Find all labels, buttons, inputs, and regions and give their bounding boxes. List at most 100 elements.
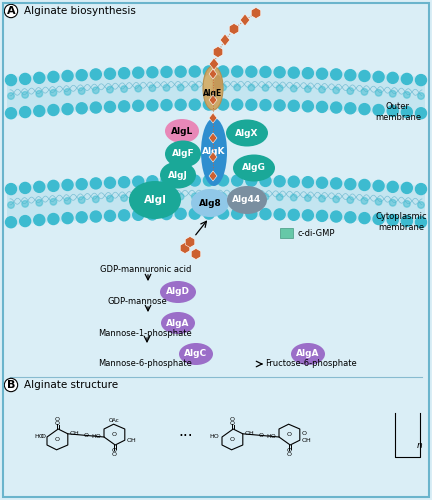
Circle shape <box>345 70 356 80</box>
Circle shape <box>62 70 73 82</box>
Circle shape <box>19 74 31 85</box>
Ellipse shape <box>203 66 223 110</box>
Circle shape <box>175 66 186 77</box>
Circle shape <box>345 103 356 114</box>
Circle shape <box>389 90 396 97</box>
Circle shape <box>373 214 384 224</box>
Text: O: O <box>287 452 292 457</box>
Circle shape <box>105 68 115 79</box>
Polygon shape <box>185 236 195 248</box>
Circle shape <box>119 210 130 221</box>
Text: AlgL: AlgL <box>171 126 193 136</box>
Circle shape <box>373 104 384 116</box>
Circle shape <box>288 210 299 220</box>
Circle shape <box>147 176 158 187</box>
Text: AlgF: AlgF <box>172 150 194 158</box>
Circle shape <box>48 72 59 83</box>
Circle shape <box>389 200 396 206</box>
Text: Alg8: Alg8 <box>199 198 221 207</box>
Circle shape <box>288 67 299 78</box>
Circle shape <box>416 216 426 228</box>
Circle shape <box>302 176 313 188</box>
Text: O: O <box>112 432 117 437</box>
Circle shape <box>401 182 413 194</box>
Circle shape <box>260 66 271 78</box>
Polygon shape <box>220 34 230 46</box>
Circle shape <box>50 198 57 205</box>
Circle shape <box>8 202 14 208</box>
Circle shape <box>319 196 325 202</box>
Circle shape <box>232 66 243 77</box>
Circle shape <box>6 108 16 118</box>
Circle shape <box>375 90 382 96</box>
Polygon shape <box>209 113 217 123</box>
Text: HO: HO <box>210 434 219 440</box>
Text: HO: HO <box>267 434 276 440</box>
Circle shape <box>203 208 214 219</box>
Circle shape <box>401 216 413 226</box>
Circle shape <box>276 194 283 200</box>
Circle shape <box>135 194 142 201</box>
Polygon shape <box>209 58 219 70</box>
Circle shape <box>260 100 271 110</box>
Text: Mannose-6-phosphate: Mannose-6-phosphate <box>98 360 192 368</box>
Text: AlgG: AlgG <box>242 164 266 172</box>
Text: OH: OH <box>245 432 254 436</box>
Text: HO: HO <box>35 434 44 440</box>
Text: O: O <box>83 433 89 438</box>
Circle shape <box>387 106 398 117</box>
Text: AlgD: AlgD <box>166 288 190 296</box>
Circle shape <box>161 100 172 110</box>
Circle shape <box>107 86 113 93</box>
Circle shape <box>105 102 115 112</box>
Circle shape <box>133 210 144 220</box>
Circle shape <box>345 212 356 223</box>
Circle shape <box>416 108 426 118</box>
Circle shape <box>178 194 184 200</box>
Text: n: n <box>417 440 423 450</box>
Circle shape <box>105 210 115 222</box>
Ellipse shape <box>165 140 201 168</box>
Circle shape <box>147 209 158 220</box>
Circle shape <box>220 84 226 90</box>
Circle shape <box>220 193 226 200</box>
Circle shape <box>161 66 172 78</box>
Circle shape <box>218 208 229 219</box>
Circle shape <box>246 66 257 77</box>
Text: HO: HO <box>92 434 102 440</box>
Circle shape <box>22 200 29 207</box>
Circle shape <box>19 216 31 226</box>
Ellipse shape <box>204 75 212 93</box>
Circle shape <box>206 193 212 200</box>
Circle shape <box>189 99 200 110</box>
Circle shape <box>262 194 269 200</box>
Circle shape <box>90 102 102 113</box>
Ellipse shape <box>160 281 196 303</box>
Circle shape <box>246 208 257 220</box>
Circle shape <box>232 99 243 110</box>
Circle shape <box>373 180 384 192</box>
Ellipse shape <box>129 181 181 219</box>
Circle shape <box>359 180 370 190</box>
Text: O: O <box>230 437 235 442</box>
Circle shape <box>48 214 59 224</box>
Text: O: O <box>41 434 45 440</box>
Circle shape <box>361 88 368 95</box>
Circle shape <box>333 196 340 202</box>
Circle shape <box>19 106 31 118</box>
Circle shape <box>119 176 130 188</box>
Text: AlgK: AlgK <box>202 148 226 156</box>
Circle shape <box>50 90 57 96</box>
Circle shape <box>149 194 156 200</box>
Text: GDP-mannuronic acid: GDP-mannuronic acid <box>100 266 191 274</box>
Text: AlgI: AlgI <box>143 195 166 205</box>
Circle shape <box>203 99 214 110</box>
Circle shape <box>234 84 241 90</box>
Circle shape <box>161 176 172 186</box>
Circle shape <box>317 102 327 112</box>
Circle shape <box>302 210 313 221</box>
Circle shape <box>48 104 59 116</box>
Circle shape <box>133 176 144 187</box>
Polygon shape <box>209 95 217 105</box>
Circle shape <box>333 87 340 94</box>
